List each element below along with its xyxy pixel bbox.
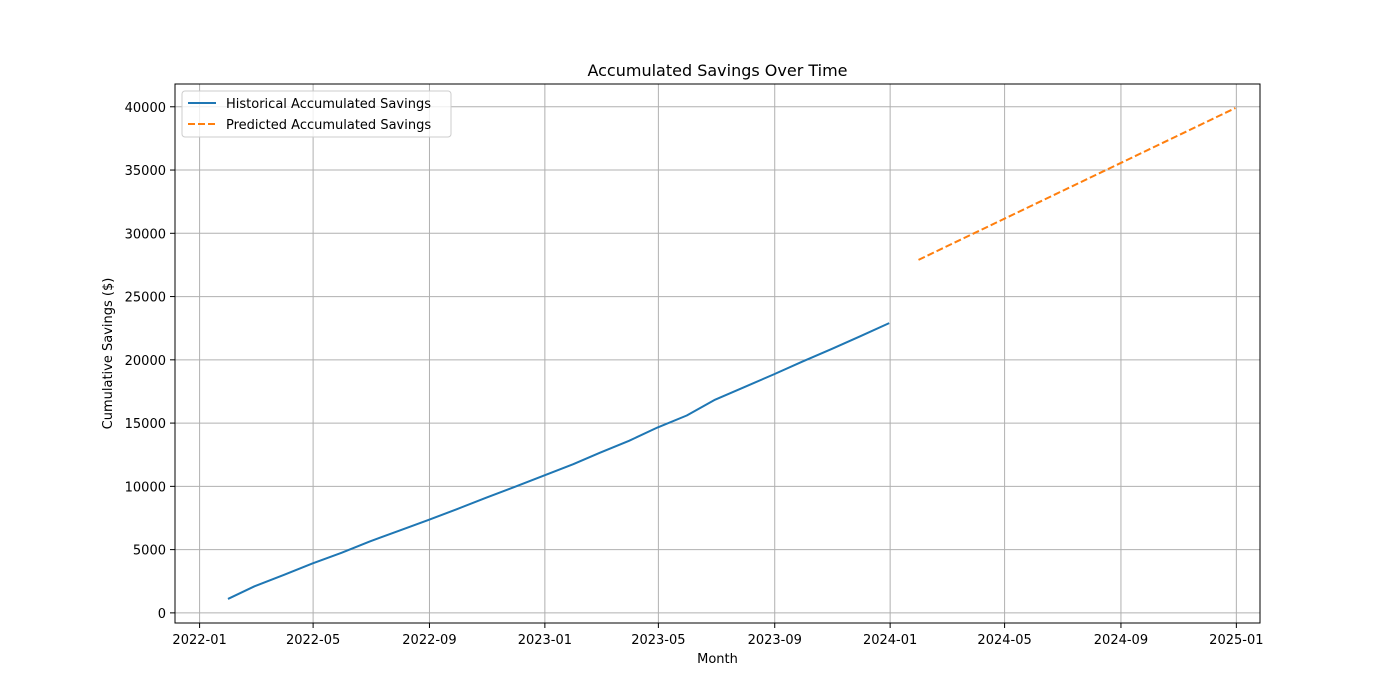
- y-axis-title: Cumulative Savings ($): [101, 278, 116, 430]
- x-tick-label: 2024-01: [863, 633, 917, 648]
- x-tick-label: 2025-01: [1209, 633, 1263, 648]
- x-tick-label: 2023-05: [631, 633, 685, 648]
- legend-label: Historical Accumulated Savings: [226, 97, 431, 112]
- series-layer: [227, 107, 1236, 600]
- y-tick-label: 40000: [125, 101, 166, 116]
- y-axis: 0 5000 10000 15000 20000 25000 30000 35000 40000: [125, 101, 175, 622]
- x-tick-label: 2024-09: [1094, 633, 1148, 648]
- x-axis: 2022-01 2022-05 2022-09 2023-01 2023-05 2023-…: [172, 623, 1264, 648]
- y-tick-label: 10000: [125, 480, 166, 495]
- x-tick-label: 2023-01: [518, 633, 572, 648]
- y-tick-label: 25000: [125, 291, 166, 306]
- series-line-2: [918, 107, 1236, 261]
- x-axis-title: Month: [697, 652, 738, 667]
- series-line-1: [227, 322, 890, 600]
- legend: Historical Accumulated Savings Predicted …: [181, 90, 452, 138]
- legend-label: Predicted Accumulated Savings: [226, 118, 431, 133]
- y-tick-label: 20000: [125, 354, 166, 369]
- y-tick-label: 35000: [125, 164, 166, 179]
- x-tick-label: 2024-05: [977, 633, 1031, 648]
- x-tick-label: 2022-09: [402, 633, 456, 648]
- x-tick-label: 2023-09: [748, 633, 802, 648]
- y-tick-label: 15000: [125, 417, 166, 432]
- x-tick-label: 2022-05: [286, 633, 340, 648]
- y-tick-label: 5000: [133, 544, 166, 559]
- chart-title: Accumulated Savings Over Time: [587, 61, 847, 80]
- y-tick-label: 0: [158, 607, 166, 622]
- grid: [175, 84, 1260, 623]
- plot-frame: [174, 83, 1261, 624]
- y-tick-label: 30000: [125, 227, 166, 242]
- legend-box: [181, 90, 452, 138]
- x-tick-label: 2022-01: [172, 633, 226, 648]
